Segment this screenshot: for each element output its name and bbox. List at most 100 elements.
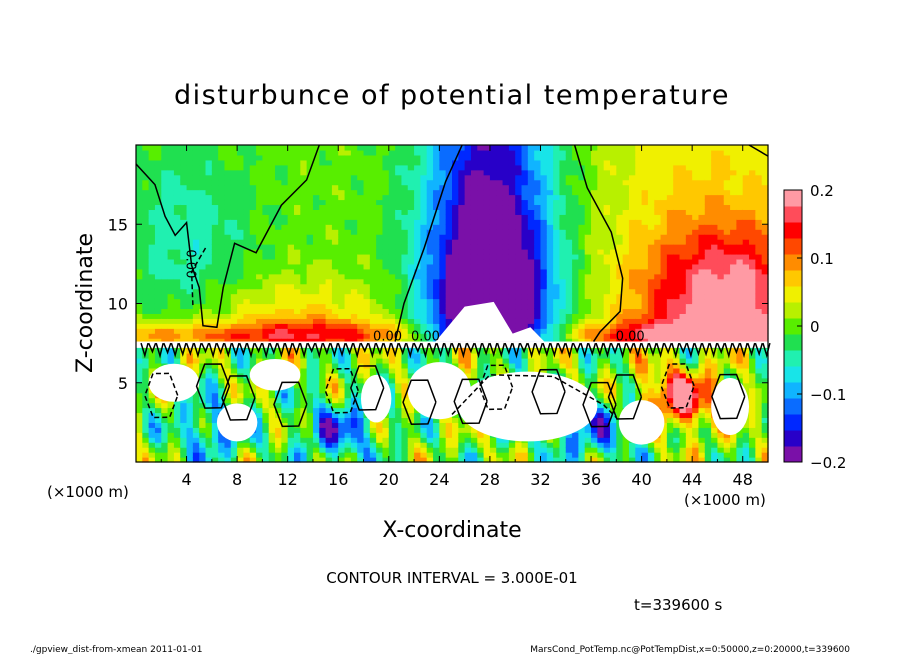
heatmap-cell	[268, 194, 276, 201]
heatmap-cell	[338, 174, 346, 181]
heatmap-cell	[452, 278, 459, 285]
heatmap-cell	[559, 169, 567, 176]
heatmap-cell	[243, 278, 251, 285]
heatmap-cell	[218, 382, 226, 389]
heatmap-cell	[167, 253, 175, 260]
heatmap-cell	[319, 234, 327, 240]
heatmap-cell	[540, 249, 548, 255]
heatmap-cell	[218, 189, 226, 196]
heatmap-cell	[205, 303, 213, 310]
heatmap-cell	[489, 258, 497, 265]
heatmap-cell	[603, 447, 611, 453]
heatmap-cell	[148, 437, 156, 443]
heatmap-cell	[420, 258, 428, 265]
heatmap-cell	[186, 239, 194, 245]
heatmap-cell	[350, 348, 358, 354]
heatmap-cell	[527, 362, 535, 369]
heatmap-cell	[243, 253, 251, 260]
heatmap-cell	[205, 452, 213, 458]
heatmap-cell	[464, 199, 472, 206]
heatmap-cell	[180, 164, 188, 171]
heatmap-cell	[559, 189, 567, 196]
heatmap-cell	[230, 224, 238, 230]
heatmap-cell	[344, 427, 352, 433]
heatmap-cell	[268, 204, 276, 210]
heatmap-cell	[262, 189, 270, 196]
heatmap-cell	[591, 263, 598, 270]
heatmap-cell	[224, 169, 232, 176]
heatmap-cell	[161, 427, 169, 433]
heatmap-cell	[350, 308, 358, 314]
heatmap-cell	[610, 348, 617, 354]
heatmap-cell	[363, 427, 371, 433]
heatmap-cell	[275, 268, 282, 275]
heatmap-cell	[553, 362, 561, 369]
heatmap-cell	[401, 442, 409, 448]
heatmap-cell	[483, 263, 491, 270]
heatmap-cell	[262, 145, 270, 151]
heatmap-cell	[312, 397, 320, 404]
heatmap-cell	[502, 283, 510, 290]
heatmap-cell	[546, 362, 554, 369]
heatmap-cell	[369, 164, 377, 171]
heatmap-cell	[407, 362, 415, 369]
heatmap-cell	[312, 234, 320, 240]
heatmap-cell	[237, 338, 245, 344]
heatmap-cell	[173, 169, 181, 176]
heatmap-cell	[262, 149, 270, 156]
heatmap-cell	[199, 333, 207, 339]
heatmap-cell	[294, 184, 301, 191]
heatmap-cell	[249, 357, 257, 364]
heatmap-cell	[142, 209, 150, 215]
heatmap-cell	[540, 293, 548, 300]
heatmap-cell	[142, 263, 150, 270]
heatmap-cell	[136, 229, 143, 235]
heatmap-cell	[224, 149, 232, 156]
heatmap-cell	[445, 357, 453, 364]
heatmap-cell	[350, 427, 358, 433]
heatmap-cell	[540, 452, 548, 458]
heatmap-cell	[312, 357, 320, 364]
heatmap-cell	[344, 258, 352, 265]
heatmap-cell	[540, 199, 548, 206]
heatmap-cell	[534, 224, 542, 230]
heatmap-cell	[167, 452, 175, 458]
heatmap-cell	[546, 357, 554, 364]
heatmap-cell	[338, 159, 346, 166]
heatmap-cell	[521, 263, 529, 270]
heatmap-cell	[211, 283, 219, 290]
heatmap-cell	[306, 432, 314, 438]
heatmap-cell	[161, 333, 169, 339]
heatmap-cell	[287, 442, 295, 448]
heatmap-cell	[546, 239, 554, 245]
heatmap-cell	[610, 164, 617, 171]
heatmap-cell	[350, 447, 358, 453]
heatmap-cell	[597, 253, 605, 260]
heatmap-cell	[148, 328, 156, 334]
heatmap-cell	[199, 263, 207, 270]
heatmap-cell	[401, 194, 409, 201]
heatmap-cell	[395, 273, 403, 280]
heatmap-cell	[237, 204, 245, 210]
heatmap-cell	[584, 372, 592, 379]
heatmap-cell	[610, 174, 617, 181]
heatmap-cell	[173, 328, 181, 334]
heatmap-cell	[167, 229, 175, 235]
heatmap-cell	[338, 372, 346, 379]
heatmap-cell	[508, 283, 516, 290]
heatmap-cell	[388, 288, 396, 295]
heatmap-cell	[325, 273, 333, 280]
heatmap-cell	[610, 437, 617, 443]
heatmap-cell	[382, 323, 390, 329]
heatmap-cell	[395, 387, 403, 394]
heatmap-cell	[445, 189, 453, 196]
heatmap-cell	[553, 283, 561, 290]
heatmap-cell	[161, 149, 169, 156]
heatmap-cell	[407, 422, 415, 428]
heatmap-cell	[173, 189, 181, 196]
heatmap-cell	[363, 367, 371, 374]
heatmap-cell	[180, 169, 188, 176]
heatmap-cell	[565, 273, 573, 280]
heatmap-cell	[470, 427, 478, 433]
heatmap-cell	[211, 313, 219, 319]
